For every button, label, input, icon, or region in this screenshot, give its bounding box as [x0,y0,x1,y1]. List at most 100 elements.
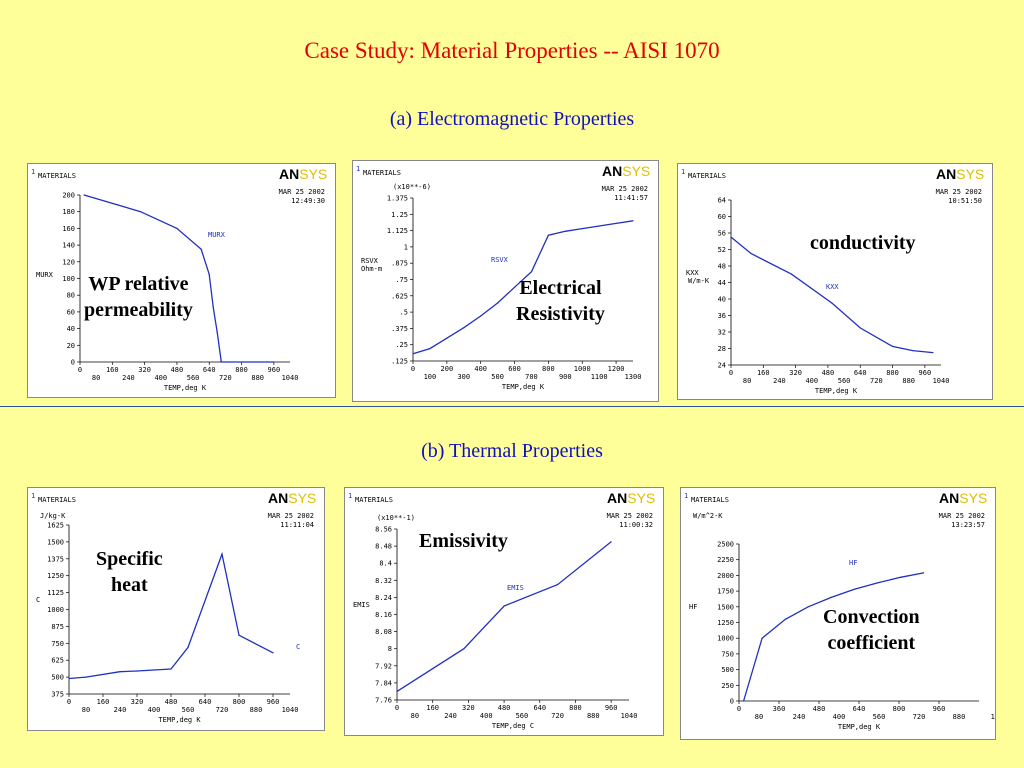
date-label: MAR 25 2002 [602,185,648,193]
y-unit-label: J/kg-K [40,512,66,520]
y-tick-label: 7.76 [375,697,392,705]
y-tick-label: 8.48 [375,543,392,551]
data-point [273,361,275,363]
x-tick-label-bottom: 80 [82,706,90,714]
series-label: C [296,643,300,651]
time-label: 11:11:04 [280,521,314,529]
y-tick-label: 44 [718,279,726,287]
x-axis-label: TEMP,deg K [158,716,201,724]
x-tick-label-bottom: 880 [250,706,263,714]
section-title-thermal: (b) Thermal Properties [421,440,603,462]
x-tick-label-bottom: 1040 [282,374,299,382]
x-tick-label-bottom: 880 [902,377,915,385]
data-point [853,588,855,590]
x-tick-label-top: 640 [533,704,546,712]
y-tick-label: 40 [67,325,75,333]
x-tick-label-top: 800 [886,369,899,377]
x-tick-label-top: 320 [138,366,151,374]
y-tick-label: 1000 [717,635,734,643]
data-point [412,353,414,355]
y-tick-label: 32 [718,329,726,337]
y-tick-label: 40 [718,296,726,304]
data-point [831,302,833,304]
x-tick-label-bottom: 1040 [282,706,299,714]
x-tick-label-bottom: 1040 [991,713,995,721]
x-axis-label: TEMP,deg K [838,723,881,731]
x-tick-label-bottom: 400 [148,706,161,714]
y-tick-label: 20 [67,342,75,350]
y-tick-label: 56 [718,230,726,238]
y-tick-label: 36 [718,312,726,320]
x-tick-label-top: 320 [462,704,475,712]
y-tick-label: 8.32 [375,577,392,585]
callout-specific-heat: Specific heat [96,548,163,596]
x-tick-label-top: 960 [933,705,946,713]
time-label: 13:23:57 [951,521,985,529]
data-point [730,236,732,238]
x-tick-label-top: 1200 [608,365,625,373]
y-tick-label: 140 [62,242,75,250]
x-tick-label-bottom: 240 [122,374,135,382]
x-tick-label-top: 640 [853,705,866,713]
data-point [899,576,902,578]
x-tick-label-bottom: 1100 [591,373,608,381]
callout-permeability: WP relative permeability [84,273,193,321]
series-line [396,541,612,692]
data-point [463,327,465,329]
panel-index-label: 1 [31,492,35,500]
chart-panel-resistivity: 1 MATERIALS MAR 25 2002 11:41:57 ANSYS (x10**… [352,160,659,402]
data-point [912,349,914,352]
y-tick-label: 60 [718,213,726,221]
data-point [784,618,786,620]
x-tick-label-top: 160 [426,704,439,712]
y-tick-label: 60 [67,308,75,316]
x-tick-label-top: 480 [813,705,826,713]
x-tick-label-top: 960 [268,366,281,374]
section-divider [0,406,1024,407]
data-point [85,676,87,678]
y-tick-label: 8.16 [375,611,392,619]
y-tick-label: 375 [51,691,64,699]
callout-resistivity: Electrical Resistivity [516,277,605,325]
y-tick-label: 8.24 [375,594,392,602]
data-point [136,670,138,672]
x-tick-label-bottom: 720 [216,706,229,714]
x-tick-label-bottom: 880 [953,713,966,721]
data-point [216,332,218,334]
y-tick-label: 64 [718,197,726,205]
y-tick-label: 120 [62,258,75,266]
x-tick-label-top: 200 [441,365,454,373]
data-point [581,228,583,230]
x-tick-label-top: 600 [508,365,521,373]
x-tick-label-bottom: 80 [92,374,100,382]
data-point [790,273,793,275]
y-tick-label: 1.25 [391,211,408,219]
y-tick-label: 1000 [47,606,64,614]
data-point [83,194,85,196]
chart-panel-emissivity: 1 MATERIALS MAR 25 2002 11:00:32 ANSYS (x10**… [344,487,664,736]
x-tick-label-bottom: 560 [873,713,886,721]
x-tick-label-bottom: 560 [187,374,200,382]
data-point [208,273,210,275]
y-tick-label: 28 [718,345,726,353]
x-tick-label-bottom: 560 [838,377,851,385]
x-tick-label-bottom: 80 [743,377,751,385]
y-tick-label: 8.08 [375,628,392,636]
data-point [220,361,222,363]
x-tick-label-bottom: 400 [833,713,846,721]
y-tick-label: 2000 [717,572,734,580]
data-point [480,315,482,317]
x-tick-label-bottom: 240 [773,377,786,385]
panel-header-label: MATERIALS [691,496,729,504]
chart-panel-conductivity: 1 MATERIALS MAR 25 2002 10:51:50 ANSYS W/m-K K… [677,163,993,400]
y-tick-label: 8.4 [379,560,392,568]
x-tick-label-bottom: 900 [559,373,572,381]
data-point [463,648,465,650]
x-tick-label-bottom: 1300 [625,373,642,381]
x-tick-label-top: 1000 [574,365,591,373]
x-tick-label-top: 800 [235,366,248,374]
panel-header-label: MATERIALS [38,496,76,504]
chart-panel-convection: 1 MATERIALS MAR 25 2002 13:23:57 ANSYS W/m^2-… [680,487,996,740]
